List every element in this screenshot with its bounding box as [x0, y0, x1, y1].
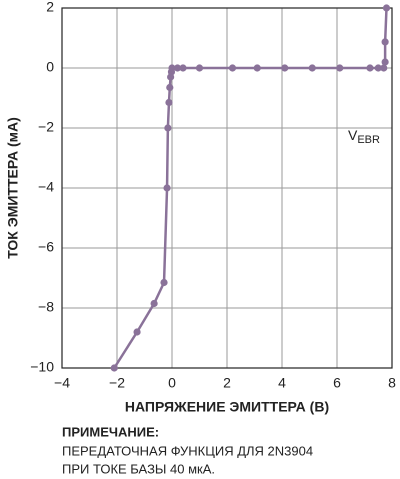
data-point: [173, 64, 182, 72]
x-tick-label: 2: [223, 375, 231, 391]
data-point: [168, 64, 176, 72]
data-point: [253, 64, 261, 72]
data-point: [163, 184, 171, 192]
data-point: [336, 64, 344, 72]
x-tick-label: −2: [109, 375, 125, 391]
data-point: [110, 364, 118, 372]
note-line: ПЕРЕДАТОЧНАЯ ФУНКЦИЯ ДЛЯ 2N3904: [62, 443, 313, 458]
plot-frame: [61, 7, 393, 369]
y-tick-label: −8: [38, 299, 54, 315]
x-tick-label: 4: [278, 375, 286, 391]
data-point: [166, 83, 174, 92]
annotation: VEBR: [348, 127, 380, 146]
data-point: [374, 64, 382, 72]
x-tick-label: 6: [333, 375, 341, 391]
y-tick-label: −10: [30, 359, 54, 375]
data-point: [160, 278, 168, 287]
y-tick-label: −2: [38, 119, 54, 135]
data-point: [380, 64, 388, 72]
annotation-main: V: [348, 127, 358, 143]
annotation-sub: EBR: [357, 134, 380, 146]
data-point: [228, 64, 237, 72]
y-tick-label: −6: [38, 239, 54, 255]
x-tick-label: −4: [54, 375, 70, 391]
y-tick-label: −4: [38, 179, 54, 195]
data-point: [382, 4, 391, 12]
data-point: [281, 64, 289, 72]
data-point: [381, 58, 389, 66]
data-point: [133, 328, 141, 336]
y-tick-label: 2: [46, 0, 54, 15]
note-heading: ПРИМЕЧАНИЕ:: [62, 424, 159, 439]
data-point: [381, 38, 389, 46]
data-point: [308, 64, 316, 72]
x-axis-label: НАПРЯЖЕНИЕ ЭМИТТЕРА (В): [125, 399, 329, 415]
note-line: ПРИ ТОКЕ БАЗЫ 40 мкА.: [62, 461, 215, 476]
data-point: [179, 64, 187, 72]
y-tick-label: 0: [46, 59, 54, 75]
data-point: [195, 64, 204, 72]
data-point: [164, 124, 172, 132]
data-point: [150, 299, 158, 308]
data-point: [165, 98, 173, 107]
x-tick-label: 0: [168, 375, 176, 391]
x-tick-label: 8: [388, 375, 396, 391]
data-point: [366, 64, 374, 72]
y-axis-label: ТОК ЭМИТТЕРА (мА): [5, 117, 21, 259]
